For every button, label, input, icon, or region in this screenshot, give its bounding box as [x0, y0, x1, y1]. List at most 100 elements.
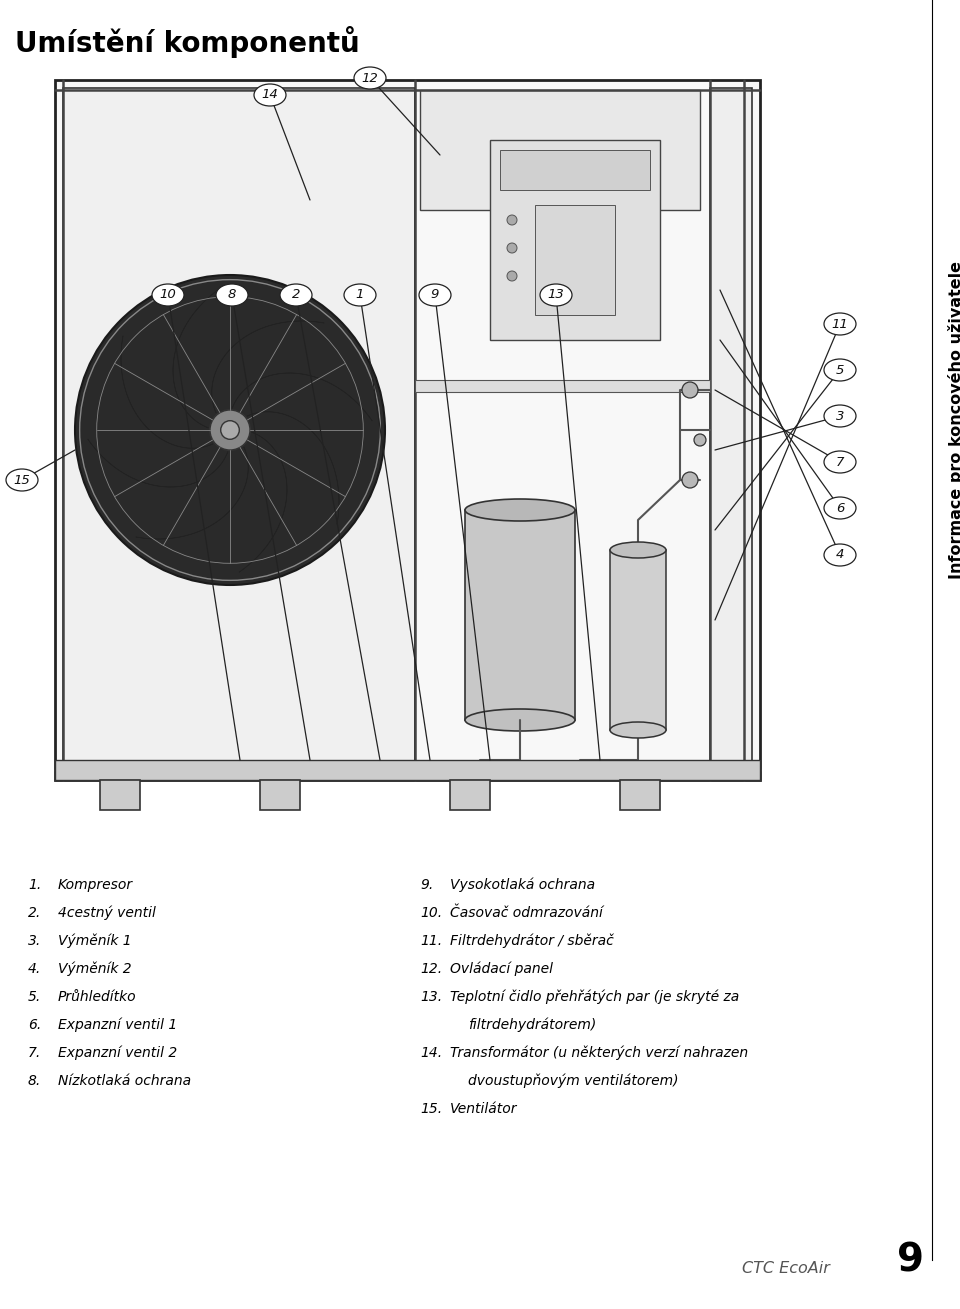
Text: Kompresor: Kompresor [58, 878, 133, 891]
Circle shape [694, 435, 706, 446]
Ellipse shape [824, 404, 856, 427]
Bar [55, 761, 760, 780]
Bar [490, 140, 660, 340]
Text: Expanzní ventil 1: Expanzní ventil 1 [58, 1018, 178, 1033]
Text: 3: 3 [836, 410, 844, 423]
Text: Ovládací panel: Ovládací panel [450, 962, 553, 977]
Text: 5: 5 [836, 364, 844, 377]
Bar [420, 90, 700, 209]
Text: 1.: 1. [28, 878, 41, 891]
Circle shape [507, 215, 517, 225]
Text: 13.: 13. [420, 990, 443, 1004]
Ellipse shape [465, 709, 575, 730]
Ellipse shape [216, 284, 248, 306]
Text: 9: 9 [431, 288, 439, 301]
Bar [465, 511, 575, 720]
Bar [260, 780, 300, 810]
Circle shape [75, 275, 385, 585]
Circle shape [210, 410, 251, 450]
Text: 15: 15 [13, 474, 31, 487]
Text: 5.: 5. [28, 990, 41, 1004]
Ellipse shape [354, 67, 386, 89]
Bar [710, 88, 752, 772]
Text: 14.: 14. [420, 1046, 443, 1060]
Text: filtrdehydrátorem): filtrdehydrátorem) [468, 1018, 596, 1033]
Text: Expanzní ventil 2: Expanzní ventil 2 [58, 1046, 178, 1060]
Text: Výměník 1: Výměník 1 [58, 935, 132, 949]
Text: 7.: 7. [28, 1046, 41, 1060]
Ellipse shape [344, 284, 376, 306]
Polygon shape [232, 373, 372, 421]
Ellipse shape [152, 284, 184, 306]
Circle shape [682, 382, 698, 398]
Ellipse shape [824, 545, 856, 565]
Polygon shape [173, 288, 221, 428]
Text: Umístění komponentů: Umístění komponentů [15, 26, 360, 58]
Text: CTC EcoAir: CTC EcoAir [742, 1261, 830, 1276]
Polygon shape [87, 439, 228, 487]
Text: 3.: 3. [28, 935, 41, 948]
Text: Informace pro koncového uživatele: Informace pro koncového uživatele [948, 260, 960, 579]
Bar [55, 80, 760, 780]
Text: Nízkotlaká ochrana: Nízkotlaká ochrana [58, 1073, 191, 1088]
Ellipse shape [610, 723, 666, 738]
Bar [500, 151, 650, 190]
Bar [535, 206, 615, 315]
Text: 4cestný ventil: 4cestný ventil [58, 906, 156, 920]
Text: Filtrdehydrátor / sběrač: Filtrdehydrátor / sběrač [450, 935, 613, 949]
Circle shape [682, 473, 698, 488]
Text: 12.: 12. [420, 962, 443, 977]
Ellipse shape [824, 313, 856, 335]
Ellipse shape [6, 469, 38, 491]
Text: dvoustupňovým ventilátorem): dvoustupňovým ventilátorem) [468, 1073, 679, 1089]
Circle shape [507, 271, 517, 281]
Text: Časovač odmrazování: Časovač odmrazování [450, 906, 603, 920]
Bar [610, 550, 666, 730]
Text: 8: 8 [228, 288, 236, 301]
Circle shape [507, 243, 517, 253]
Polygon shape [212, 321, 324, 414]
Ellipse shape [419, 284, 451, 306]
Polygon shape [121, 335, 213, 448]
Text: Transformátor (u některých verzí nahrazen: Transformátor (u některých verzí nahraze… [450, 1046, 748, 1060]
Polygon shape [239, 432, 287, 572]
Text: 10.: 10. [420, 906, 443, 920]
Ellipse shape [610, 542, 666, 558]
Text: 9: 9 [897, 1241, 924, 1279]
Text: 7: 7 [836, 456, 844, 469]
Text: 8.: 8. [28, 1073, 41, 1088]
Bar [450, 780, 490, 810]
Bar [620, 780, 660, 810]
Text: Výměník 2: Výměník 2 [58, 962, 132, 977]
Ellipse shape [824, 359, 856, 381]
Text: 12: 12 [362, 72, 378, 85]
Text: 4.: 4. [28, 962, 41, 977]
Ellipse shape [280, 284, 312, 306]
Bar [63, 88, 415, 772]
Text: 13: 13 [547, 288, 564, 301]
Text: 9.: 9. [420, 878, 433, 891]
Text: 6: 6 [836, 501, 844, 514]
Ellipse shape [254, 84, 286, 106]
Text: 15.: 15. [420, 1102, 443, 1117]
Text: 2.: 2. [28, 906, 41, 920]
Text: 11: 11 [831, 318, 849, 330]
Circle shape [221, 420, 239, 440]
Text: 10: 10 [159, 288, 177, 301]
Text: 11.: 11. [420, 935, 443, 948]
Polygon shape [247, 412, 339, 525]
Text: Průhledítko: Průhledítko [58, 990, 136, 1004]
Text: 6.: 6. [28, 1018, 41, 1031]
Text: 1: 1 [356, 288, 364, 301]
Text: Teplotní čidlo přehřátých par (je skryté za: Teplotní čidlo přehřátých par (je skryté… [450, 990, 739, 1004]
Bar [415, 380, 710, 391]
Text: Vysokotlaká ochrana: Vysokotlaká ochrana [450, 878, 595, 893]
Text: Ventilátor: Ventilátor [450, 1102, 517, 1117]
Text: 4: 4 [836, 548, 844, 562]
Text: 2: 2 [292, 288, 300, 301]
Bar [100, 780, 140, 810]
Ellipse shape [824, 452, 856, 473]
Text: 14: 14 [262, 89, 278, 102]
Ellipse shape [465, 499, 575, 521]
Ellipse shape [824, 497, 856, 518]
